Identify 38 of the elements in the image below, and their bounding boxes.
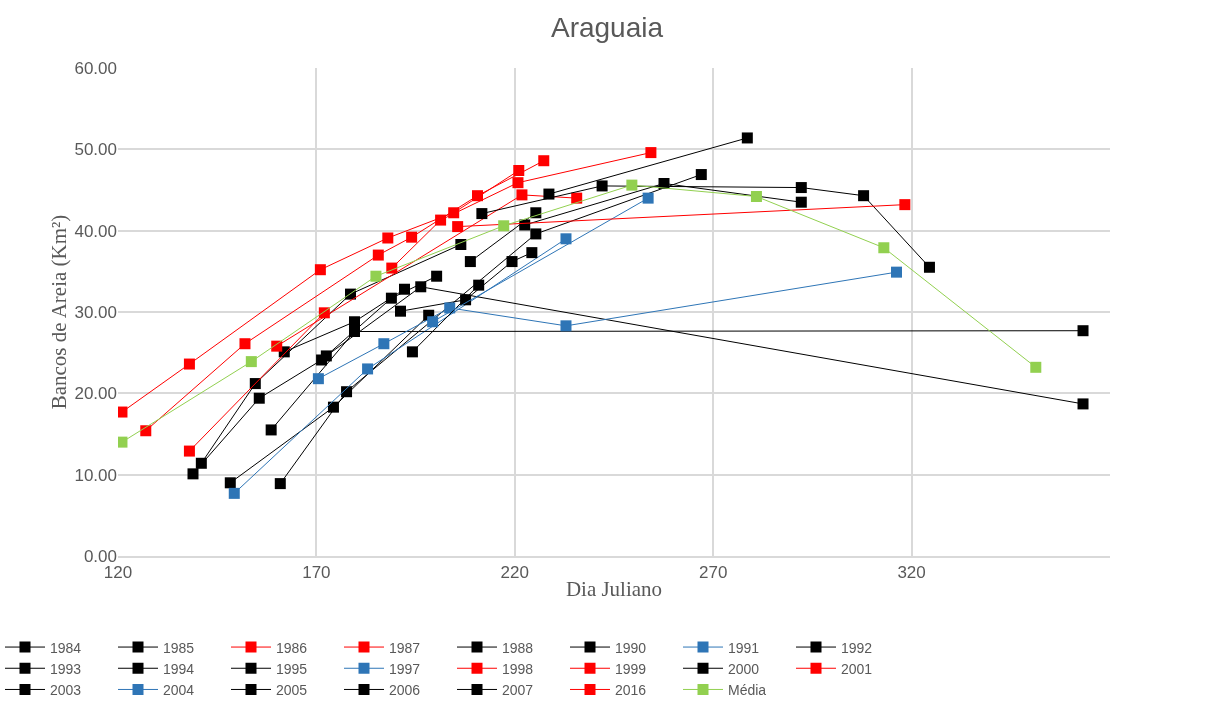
legend-label: Média xyxy=(728,681,767,698)
legend-label: 2006 xyxy=(389,681,421,698)
legend-label: 1994 xyxy=(163,660,195,677)
legend-label: 2007 xyxy=(502,681,534,698)
y-tick-label: 10.00 xyxy=(74,465,117,485)
legend-label: 2000 xyxy=(728,660,760,677)
legend-label: 1990 xyxy=(615,639,647,656)
chart-title: Araguaia xyxy=(550,12,664,44)
legend-label: 1993 xyxy=(50,660,82,677)
y-tick-label: 30.00 xyxy=(74,302,117,322)
y-axis-title: Bancos de Areia (Km²) xyxy=(47,214,71,410)
legend-label: 1991 xyxy=(728,639,760,656)
legend-label: 1999 xyxy=(615,660,647,677)
legend-label: 1992 xyxy=(841,639,873,656)
y-tick-label: 60.00 xyxy=(74,58,117,78)
y-tick-label: 50.00 xyxy=(74,140,117,160)
x-tick-label: 320 xyxy=(897,563,926,583)
legend-label: 2016 xyxy=(615,681,647,698)
legend-label: 1998 xyxy=(502,660,534,677)
legend-label: 2001 xyxy=(841,660,873,677)
y-tick-label: 0.00 xyxy=(83,546,117,566)
legend-label: 1984 xyxy=(50,639,82,656)
legend-label: 2004 xyxy=(163,681,195,698)
x-tick-label: 270 xyxy=(699,563,728,583)
legend-label: 1997 xyxy=(389,660,421,677)
legend-label: 1987 xyxy=(389,639,421,656)
x-axis-title: Dia Juliano xyxy=(565,577,663,602)
y-tick-label: 20.00 xyxy=(74,384,117,404)
legend-label: 1985 xyxy=(163,639,195,656)
x-tick-label: 220 xyxy=(500,563,529,583)
legend-label: 2003 xyxy=(50,681,82,698)
x-tick-label: 170 xyxy=(302,563,331,583)
legend-label: 2005 xyxy=(276,681,308,698)
legend-label: 1986 xyxy=(276,639,308,656)
y-tick-label: 40.00 xyxy=(74,221,117,241)
legend-label: 1988 xyxy=(502,639,534,656)
x-tick-label: 120 xyxy=(103,563,133,583)
legend-label: 1995 xyxy=(276,660,308,677)
